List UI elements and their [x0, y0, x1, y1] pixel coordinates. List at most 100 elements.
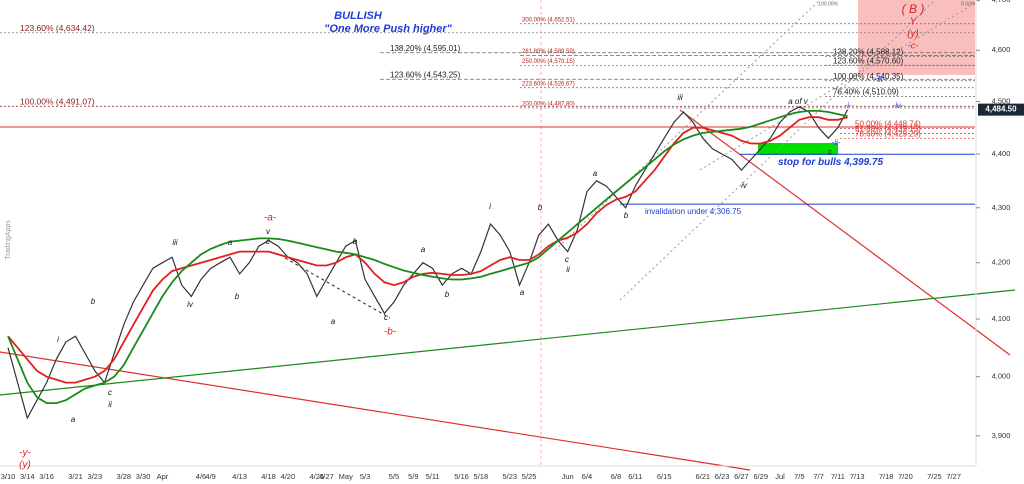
y-tick-label: 3,900	[992, 431, 1011, 440]
x-tick-label: 6/29	[753, 472, 768, 481]
x-tick-label: Apr	[157, 472, 169, 481]
x-tick-label: 5/23	[502, 472, 517, 481]
support-zone	[758, 143, 838, 155]
fib-label: 223.60% (4,526.67)	[522, 81, 575, 87]
wave-label: a	[593, 169, 598, 178]
fib-label: 123.60% (4,570.60)	[833, 56, 904, 65]
moving-average	[7, 116, 848, 384]
level-label: stop for bulls 4,399.75	[778, 157, 883, 168]
target-zone	[858, 0, 975, 75]
wave-label: -i-	[844, 101, 851, 110]
wave-label: (y)	[19, 460, 31, 471]
x-tick-label: 7/27	[946, 472, 961, 481]
wave-label: Y	[910, 17, 918, 28]
x-tick-label: 5/16	[454, 472, 469, 481]
y-tick-label: 4,100	[992, 314, 1011, 323]
fib-label: 200.00% (4,487.80)	[522, 101, 575, 107]
trend-line	[0, 289, 1016, 396]
wave-label: i	[489, 202, 491, 211]
wave-label: c	[565, 255, 569, 264]
y-tick-label: 4,300	[992, 203, 1011, 212]
level-label: invalidation under 4,306.75	[645, 207, 742, 216]
wave-label: v	[266, 227, 271, 236]
x-tick-label: Jun	[562, 472, 574, 481]
fib-label: 138.20% (4,588.12)	[833, 47, 904, 56]
x-tick-label: 6/8	[611, 472, 621, 481]
x-tick-label: 3/10	[1, 472, 16, 481]
x-tick-label: 5/9	[408, 472, 418, 481]
x-tick-label: 7/5	[794, 472, 804, 481]
wave-label: a of v	[788, 97, 809, 106]
wave-label: b	[235, 292, 240, 301]
x-tick-label: 7/13	[850, 472, 865, 481]
x-tick-label: 4/18	[261, 472, 276, 481]
wave-label: iv	[741, 181, 748, 190]
x-tick-label: 6/23	[715, 472, 730, 481]
trend-line	[0, 351, 751, 471]
x-tick-label: 5/5	[389, 472, 399, 481]
x-tick-label: 6/11	[628, 472, 642, 481]
chart-subtitle: "One More Push higher"	[324, 23, 453, 35]
wave-label: -iv-	[892, 101, 903, 110]
wave-label: b	[624, 211, 629, 220]
wave-label: a	[421, 245, 426, 254]
x-tick-label: 6/4	[582, 472, 592, 481]
x-tick-label: 7/18	[879, 472, 894, 481]
fib-label: 123.60% (4,634.42)	[20, 23, 95, 33]
y-tick-label: 4,200	[992, 258, 1011, 267]
wave-label: c	[266, 237, 270, 246]
x-tick-label: May	[339, 472, 353, 481]
wave-label: a	[520, 288, 525, 297]
x-tick-label: 5/3	[360, 472, 370, 481]
x-tick-label: 4/6	[196, 472, 206, 481]
wave-label: a	[228, 238, 233, 247]
fib-label: 261.80% (4,589.59)	[522, 49, 575, 55]
wave-label: -iii-	[875, 75, 886, 84]
x-tick-label: 6/27	[734, 472, 749, 481]
wave-label: iii	[677, 93, 683, 102]
x-tick-label: 7/7	[813, 472, 823, 481]
x-tick-label: 3/21	[68, 472, 83, 481]
y-tick-label: 4,400	[992, 149, 1011, 158]
x-tick-label: 7/20	[898, 472, 913, 481]
y-tick-label: 4,000	[992, 372, 1011, 381]
wave-label: ii	[566, 265, 570, 274]
x-tick-label: 5/18	[474, 472, 489, 481]
fib-label: 100.00% (4,491.07)	[20, 96, 95, 106]
channel-line	[554, 0, 821, 251]
chart-title: BULLISH	[334, 10, 383, 22]
wave-label: iv	[187, 300, 194, 309]
last-price-box	[978, 103, 1024, 116]
last-price-label: 4,484.50	[985, 105, 1017, 114]
x-tick-label: 3/30	[136, 472, 151, 481]
watermark: TradingApps	[5, 220, 12, 260]
price-line	[7, 106, 849, 420]
wave-label: -b-	[384, 327, 397, 338]
wave-label: -c-	[908, 40, 919, 50]
x-tick-label: 4/20	[281, 472, 296, 481]
fib-label: 300.00% (4,652.51)	[522, 17, 575, 23]
wave-label: iii	[172, 238, 178, 247]
x-tick-label: 4/27	[319, 472, 334, 481]
wave-label: -a-	[264, 213, 277, 224]
x-tick-label: 3/28	[116, 472, 131, 481]
x-tick-label: 3/16	[39, 472, 54, 481]
wave-label: 0.00%	[961, 1, 976, 7]
y-tick-label: 4,600	[992, 45, 1011, 54]
fib-label: 138.20% (4,595.01)	[390, 44, 461, 53]
y-tick-label: 4,700	[992, 0, 1011, 4]
fib-label: 250.00% (4,570.15)	[522, 59, 575, 65]
x-tick-label: 6/21	[695, 472, 710, 481]
wave-label: (y)	[907, 29, 919, 40]
y-tick-label: 4,500	[992, 97, 1011, 106]
x-tick-label: 3/14	[20, 472, 35, 481]
x-tick-label: 7/11	[831, 472, 845, 481]
x-tick-label: 4/25	[309, 472, 324, 481]
x-tick-label: 4/13	[232, 472, 247, 481]
wave-label: b	[91, 297, 96, 306]
trend-line	[679, 109, 1011, 356]
wave-label: c	[384, 313, 388, 322]
x-tick-label: 5/25	[522, 472, 537, 481]
wave-label: -y-	[19, 448, 31, 459]
